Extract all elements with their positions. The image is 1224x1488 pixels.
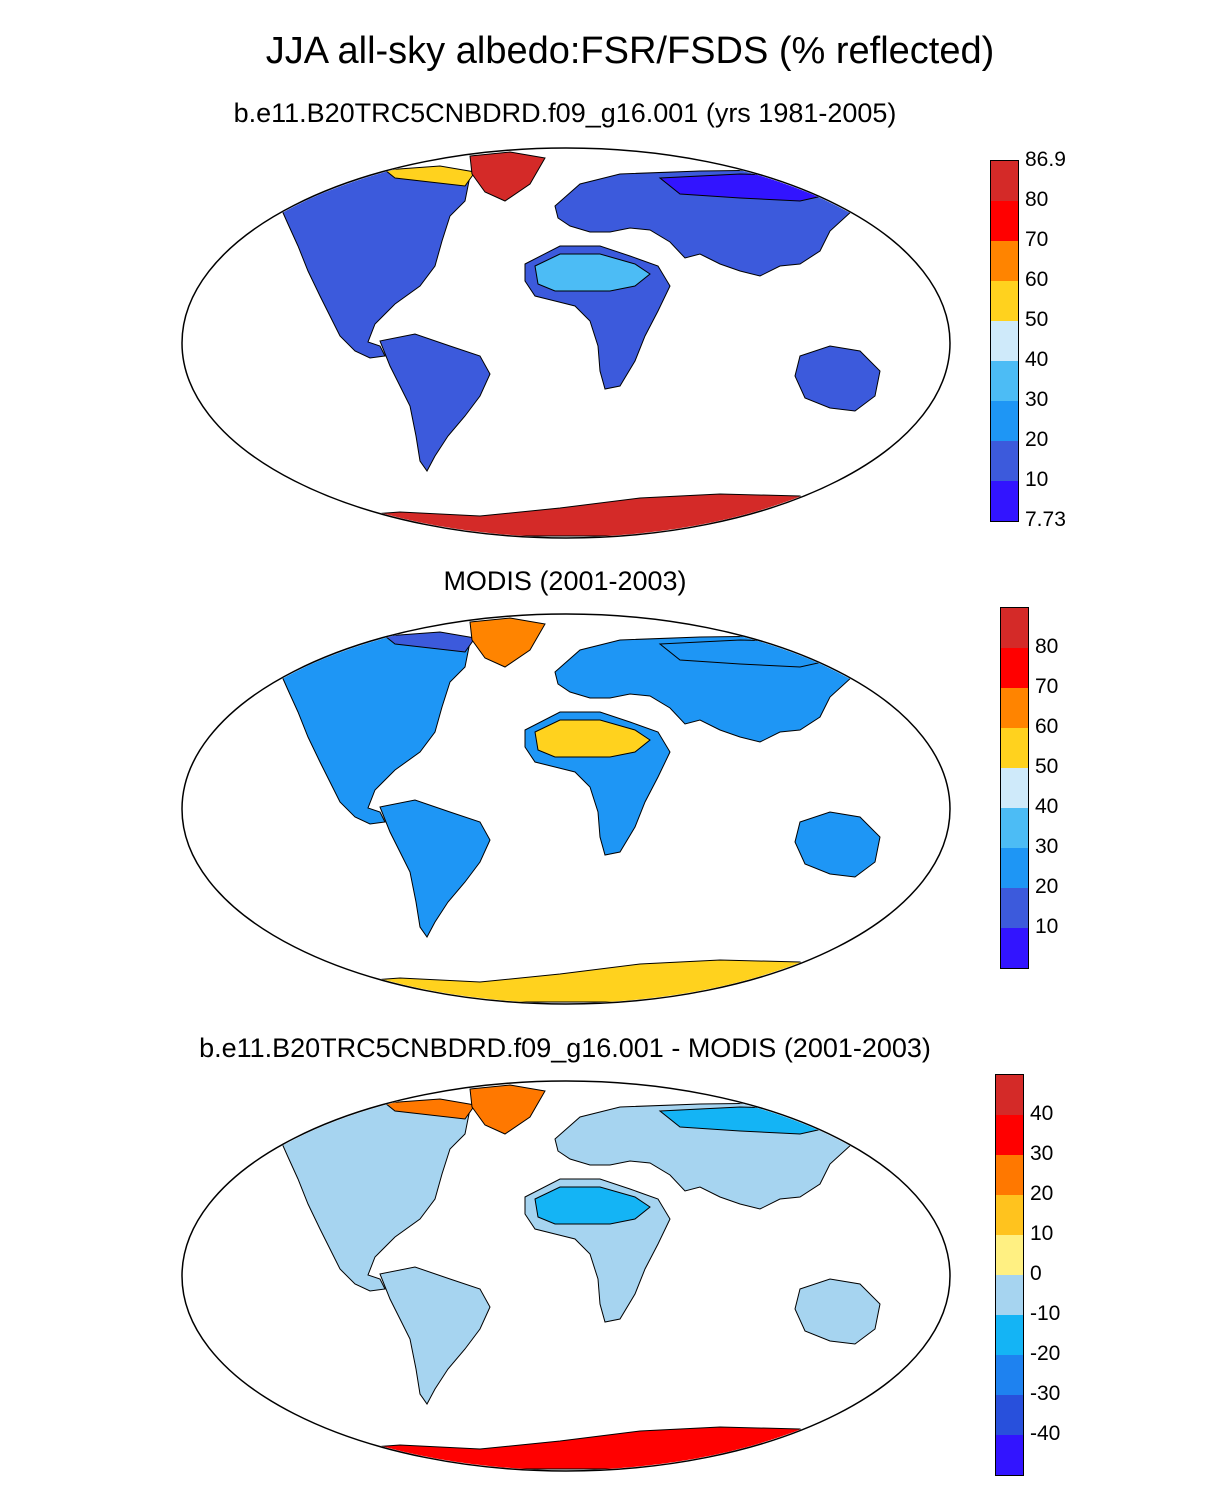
map-fields [274, 151, 881, 537]
colorbar-swatch [996, 1355, 1023, 1395]
colorbar-box [995, 1074, 1024, 1476]
panel-title-obs: MODIS (2001-2003) [443, 566, 687, 596]
colorbar-label: 10 [1030, 1222, 1054, 1245]
colorbar-swatch [991, 321, 1018, 361]
south-america-region [379, 799, 491, 938]
colorbar-swatch [1001, 768, 1028, 808]
colorbar-swatch [1001, 808, 1028, 848]
colorbar-label: 60 [1035, 715, 1059, 738]
colorbar-swatch [1001, 728, 1028, 768]
colorbar-swatch [991, 201, 1018, 241]
map-diff [181, 1080, 951, 1472]
colorbar-label: 50 [1035, 755, 1059, 778]
colorbar-label: 80 [1025, 188, 1049, 211]
south-america-region [379, 1266, 491, 1405]
colorbar-swatch [996, 1315, 1023, 1355]
colorbar-label: 20 [1035, 875, 1059, 898]
colorbar-swatch [996, 1195, 1023, 1235]
colorbar-label: 30 [1035, 835, 1059, 858]
colorbar-swatch [991, 361, 1018, 401]
colorbar-swatch [1001, 688, 1028, 728]
colorbar-label: 50 [1025, 308, 1049, 331]
colorbar-swatch [996, 1435, 1023, 1475]
colorbar-label: 86.9 [1025, 148, 1066, 171]
colorbar-swatch [1001, 928, 1028, 968]
colorbar-label: 40 [1025, 348, 1049, 371]
map-model [181, 147, 951, 539]
colorbar-box [990, 160, 1019, 522]
colorbar-swatch [991, 161, 1018, 201]
colorbar-label: 80 [1035, 635, 1059, 658]
colorbar-swatch [991, 241, 1018, 281]
arctic-edge-region [383, 165, 476, 187]
colorbar-label: 70 [1025, 228, 1049, 251]
colorbar-swatch [996, 1155, 1023, 1195]
colorbar-label: 60 [1025, 268, 1049, 291]
colorbar-label: 40 [1030, 1102, 1054, 1125]
greenland-region [469, 151, 546, 202]
colorbar-label: 10 [1025, 468, 1049, 491]
colorbar-label: 10 [1035, 915, 1059, 938]
colorbar-label: 30 [1030, 1142, 1054, 1165]
colorbar-label: 7.73 [1025, 508, 1066, 531]
australia-region [794, 345, 881, 412]
colorbar-swatch [996, 1115, 1023, 1155]
greenland-region [469, 1084, 546, 1135]
map-fields [274, 617, 881, 1003]
map-obs [181, 613, 951, 1005]
colorbar-swatch [996, 1235, 1023, 1275]
colorbar-swatch [1001, 848, 1028, 888]
colorbar-label: 20 [1025, 428, 1049, 451]
sahara-region [534, 253, 651, 292]
greenland-region [469, 617, 546, 668]
colorbar-label: 20 [1030, 1182, 1054, 1205]
colorbar-swatch [1001, 888, 1028, 928]
colorbar-swatch [996, 1075, 1023, 1115]
colorbar-swatch [991, 481, 1018, 521]
colorbar-label: -20 [1030, 1342, 1061, 1365]
south-america-region [379, 333, 491, 472]
colorbar-swatch [996, 1275, 1023, 1315]
sahara-region [534, 1186, 651, 1225]
colorbar-swatch [1001, 648, 1028, 688]
colorbar-swatch [991, 441, 1018, 481]
colorbar-label: -40 [1030, 1422, 1061, 1445]
australia-region [794, 811, 881, 878]
colorbar-box [1000, 607, 1029, 969]
colorbar-swatch [991, 281, 1018, 321]
colorbar-swatch [996, 1395, 1023, 1435]
main-title: JJA all-sky albedo:FSR/FSDS (% reflected… [265, 30, 995, 72]
colorbar-label: -30 [1030, 1382, 1061, 1405]
colorbar-label: 40 [1035, 795, 1059, 818]
colorbar-swatch [1001, 608, 1028, 648]
colorbar-swatch [991, 401, 1018, 441]
sahara-region [534, 719, 651, 758]
arctic-edge-region [383, 631, 476, 653]
colorbar-label: 0 [1030, 1262, 1042, 1285]
panel-title-model: b.e11.B20TRC5CNBDRD.f09_g16.001 (yrs 198… [233, 98, 897, 128]
colorbar-label: -10 [1030, 1302, 1061, 1325]
panel-title-diff: b.e11.B20TRC5CNBDRD.f09_g16.001 - MODIS … [199, 1033, 931, 1063]
australia-region [794, 1278, 881, 1345]
colorbar-label: 30 [1025, 388, 1049, 411]
colorbar-label: 70 [1035, 675, 1059, 698]
arctic-edge-region [383, 1098, 476, 1120]
